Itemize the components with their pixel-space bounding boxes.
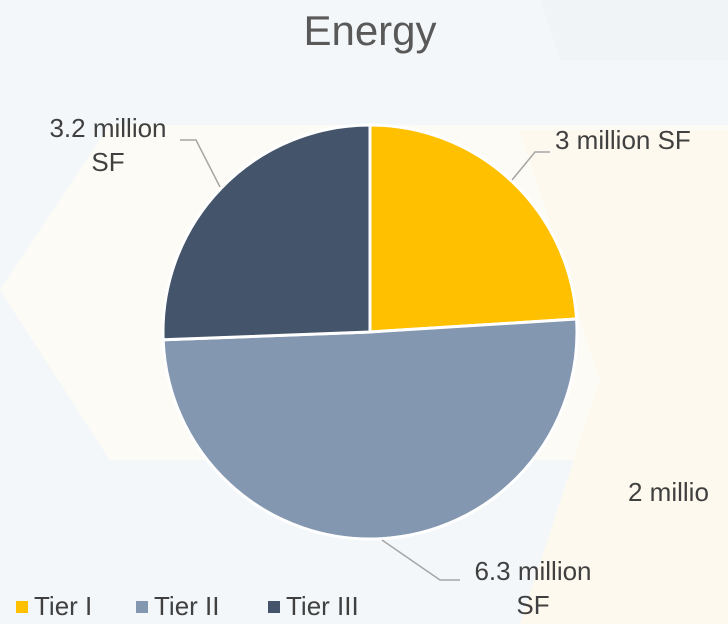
background-text: 2 millio: [628, 477, 709, 507]
legend-swatch: [16, 601, 28, 613]
background-shape: [540, 0, 728, 60]
legend-label: Tier I: [34, 591, 92, 621]
background-shape: [520, 130, 728, 624]
pie-slice: [161, 123, 372, 342]
legend-label: Tier II: [154, 591, 219, 621]
data-label: 6.3 million SF: [474, 556, 591, 620]
pie-slice: [161, 317, 579, 541]
data-label: 3.2 million SF: [49, 113, 166, 177]
data-label: 3 million SF: [555, 125, 691, 155]
legend-label: Tier III: [286, 591, 359, 621]
leader-line: [381, 539, 460, 581]
chart-title: Energy: [303, 7, 436, 54]
pie-slice: [368, 123, 579, 334]
legend-swatch: [268, 601, 280, 613]
legend-swatch: [136, 601, 148, 613]
leader-line: [180, 139, 221, 188]
leader-line: [511, 151, 550, 181]
